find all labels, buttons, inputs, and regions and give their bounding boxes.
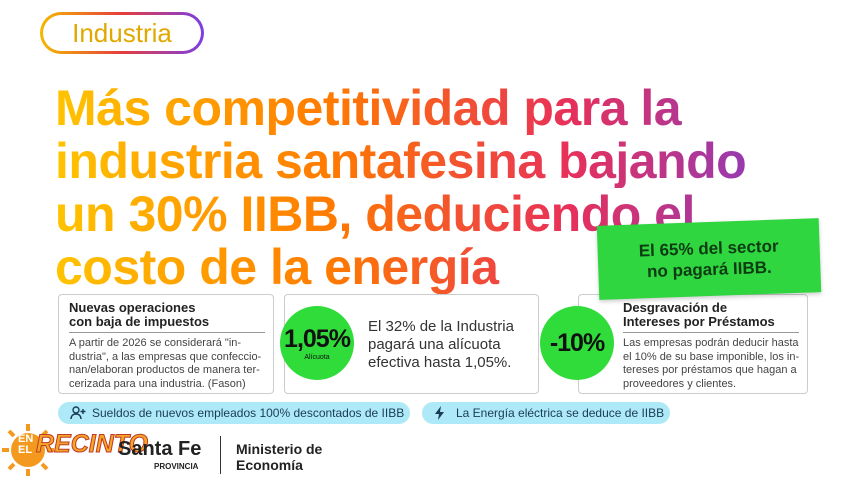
- divider: [220, 436, 221, 474]
- user-icon: [70, 406, 86, 420]
- circle-value: -10%: [549, 328, 605, 357]
- title-line: con baja de impuestos: [69, 314, 210, 329]
- card-body: Las empresas podrán deducir hasta el 10%…: [623, 337, 800, 390]
- headline-line: Más competitividad para la: [55, 82, 845, 135]
- headline-line: industria santafesina bajando: [55, 135, 845, 188]
- logo: EN EL RECINTO: [0, 420, 160, 479]
- ministry: Ministerio de Economía: [236, 441, 322, 473]
- brand: Santa Fe: [118, 438, 202, 460]
- logo-word: RECINTO: [35, 430, 149, 459]
- card-body: El 32% de la Industria pagará una alícuo…: [368, 318, 514, 371]
- card-title: Desgravación de Intereses por Préstamos: [623, 301, 799, 333]
- title-line: Intereses por Préstamos: [623, 314, 775, 329]
- circle-caption: Alícuota: [304, 354, 330, 361]
- bolt-icon: [435, 406, 444, 420]
- title-line: Desgravación de: [623, 300, 728, 315]
- ministry-line: Ministerio de: [236, 441, 323, 457]
- headline: Más competitividad para la industria san…: [55, 82, 845, 294]
- card: Nuevas operaciones con baja de impuestos …: [58, 294, 274, 394]
- headline-line: un 30% IIBB, deduciendo el: [55, 188, 845, 241]
- circle-value: 1,05%: [284, 325, 351, 353]
- circle: 1,05% Alícuota: [280, 306, 354, 380]
- title-line: Nuevas operaciones: [69, 300, 196, 315]
- tag: Industria: [40, 12, 204, 54]
- brand-sub: PROVINCIA: [154, 462, 199, 471]
- circle: -10%: [540, 306, 614, 380]
- headline-line: costo de la energía: [55, 241, 845, 294]
- card: Desgravación de Intereses por Préstamos L…: [578, 294, 808, 394]
- pill-text: La Energía eléctrica se deduce de IIBB: [456, 406, 665, 420]
- card-body: A partir de 2026 se considerará "in-dust…: [69, 337, 262, 390]
- card-title: Nuevas operaciones con baja de impuestos: [69, 301, 265, 333]
- badge: El 65% del sector no pagará IIBB.: [596, 218, 822, 300]
- pill: La Energía eléctrica se deduce de IIBB: [422, 402, 670, 424]
- logo-small: EN EL: [18, 434, 33, 456]
- logo-sun: [2, 424, 54, 476]
- logo-word: EL: [18, 444, 33, 456]
- pill-text: Sueldos de nuevos empleados 100% descont…: [92, 406, 405, 420]
- logo-word: EN: [18, 433, 34, 445]
- pill: Sueldos de nuevos empleados 100% descont…: [58, 402, 410, 424]
- ministry-line: Economía: [236, 457, 303, 473]
